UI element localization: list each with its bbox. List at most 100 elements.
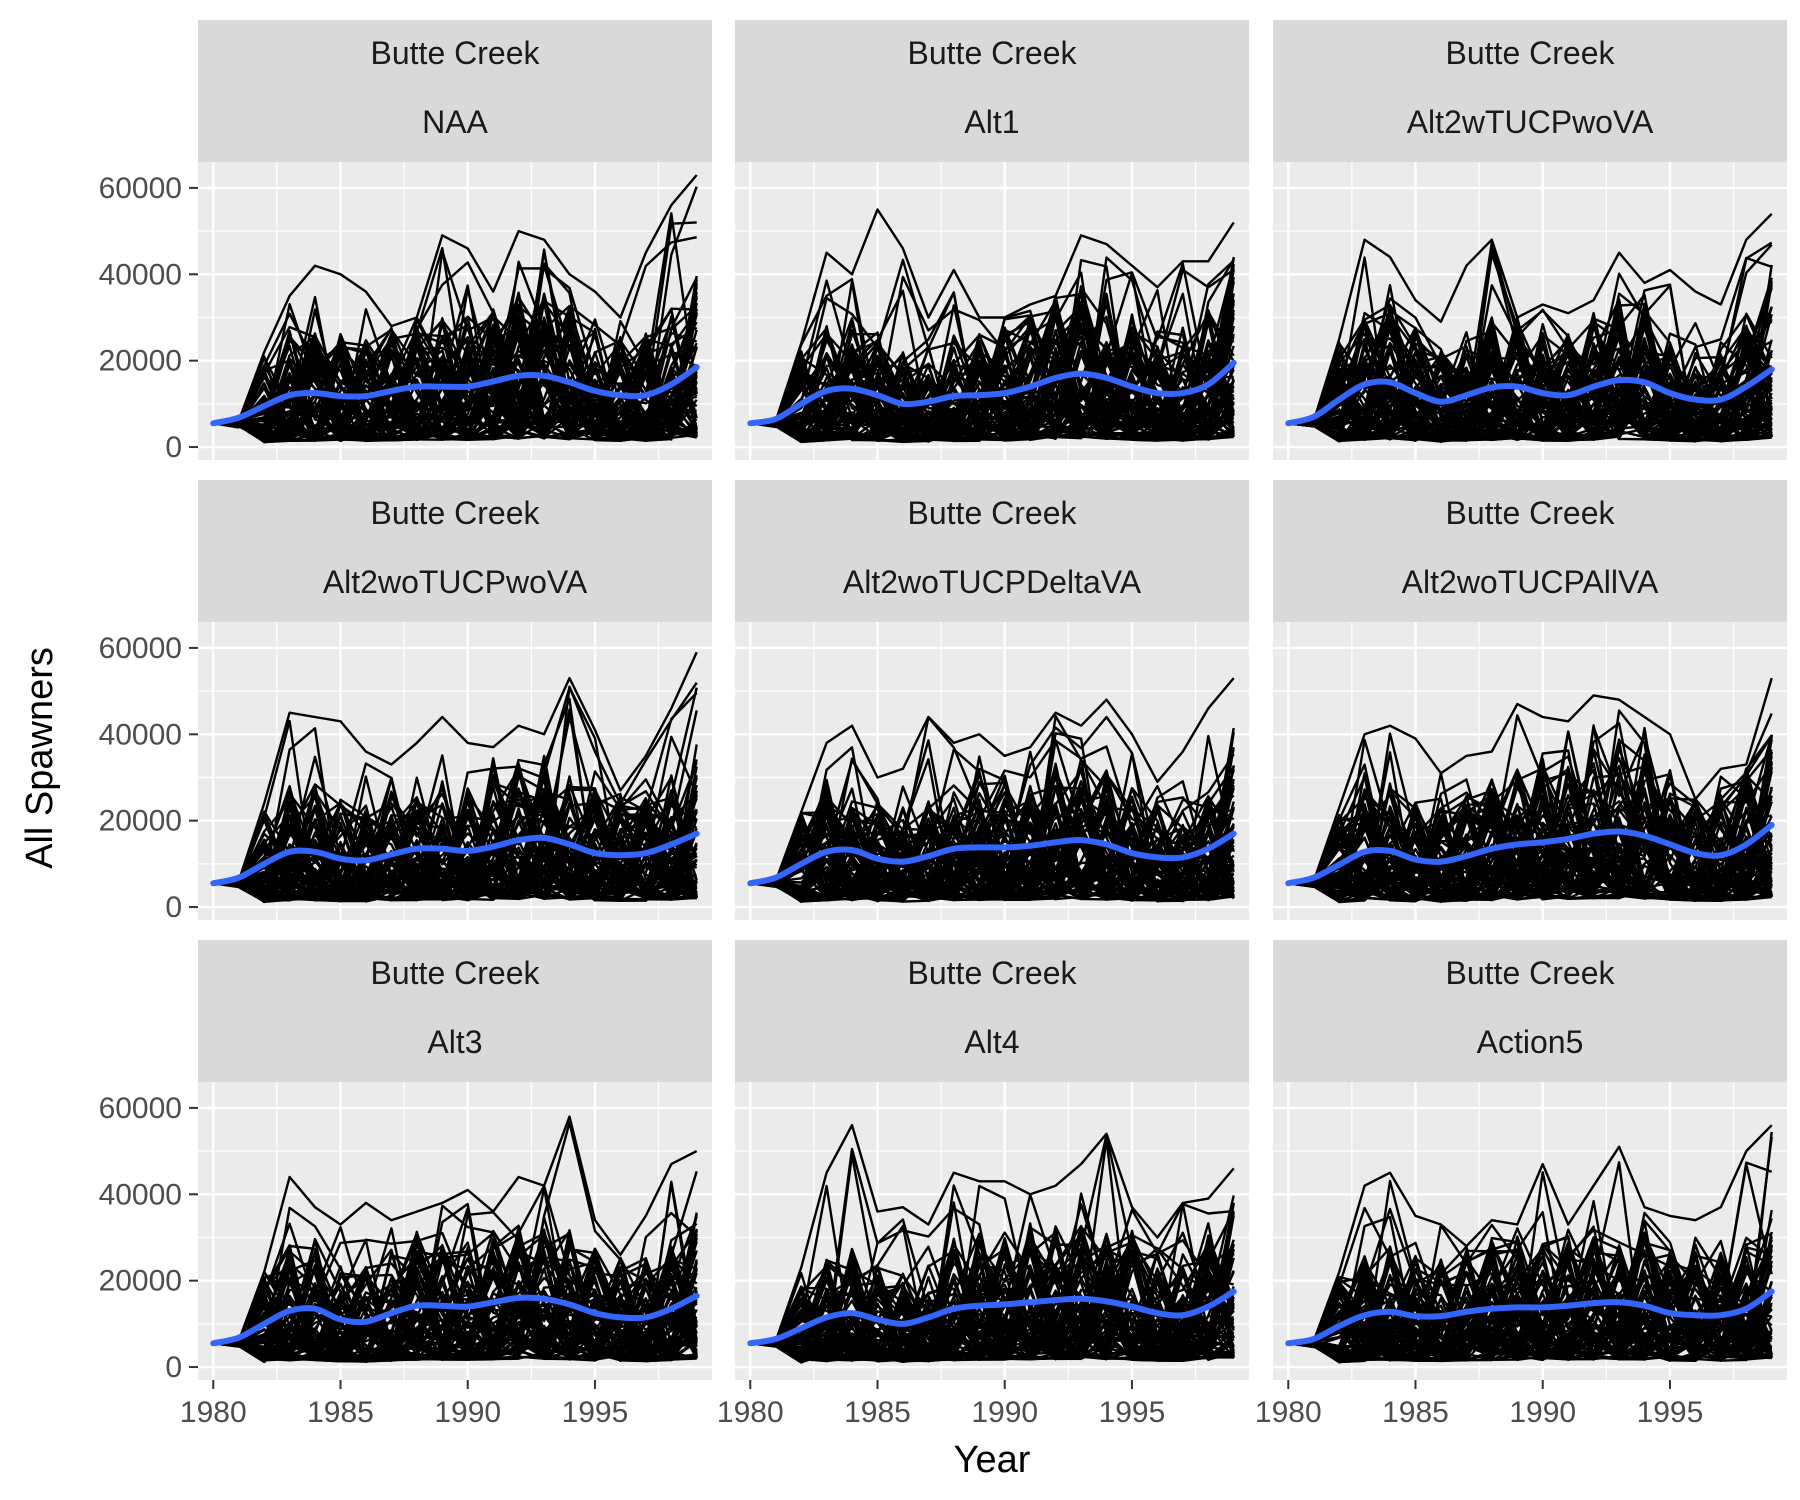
smooth-trend-line (210, 830, 700, 887)
simulation-line-peak (213, 1115, 698, 1345)
simulation-line (750, 349, 1235, 442)
simulation-line (213, 279, 698, 441)
simulation-line (1288, 1249, 1773, 1362)
x-tick-label: 1985 (307, 1396, 374, 1429)
facet-strip-label-bottom: Action5 (1477, 1024, 1584, 1060)
x-tick-label: 1995 (1099, 1396, 1166, 1429)
simulation-line (750, 1251, 1235, 1356)
simulation-line (213, 306, 698, 443)
facet-strip (735, 20, 1249, 162)
facet-strip-label-bottom: Alt4 (964, 1024, 1019, 1060)
x-tick-label: 1980 (180, 1396, 247, 1429)
simulation-line-peak (1288, 677, 1773, 885)
simulation-line (1288, 326, 1773, 443)
simulation-line (750, 766, 1235, 902)
facet-strip-label-bottom: Alt1 (964, 104, 1019, 140)
x-tick-label: 1985 (1382, 1396, 1449, 1429)
simulation-line (750, 790, 1235, 902)
smooth-trend-line (210, 364, 700, 427)
simulation-line (750, 294, 1235, 442)
facet-strip-label-top: Butte Creek (1446, 955, 1616, 991)
x-axis-title: Year (954, 1439, 1031, 1481)
x-tick-label: 1995 (562, 1396, 629, 1429)
simulation-lines (750, 208, 1235, 444)
facet-panel: Butte Creek Action5 1980 1985 1990 1995 (1255, 940, 1787, 1429)
facet-strip-label-bottom: Alt3 (427, 1024, 482, 1060)
facet-strip (1273, 20, 1787, 162)
y-tick-label: 0 (165, 891, 182, 924)
simulation-lines (1288, 677, 1773, 904)
simulation-line (750, 1280, 1235, 1361)
simulation-line (750, 770, 1235, 902)
simulation-line (213, 1121, 698, 1362)
facet-strip (198, 480, 712, 622)
simulation-lines (750, 1123, 1235, 1364)
x-tick-label: 1980 (1255, 1396, 1322, 1429)
simulation-line (213, 1241, 698, 1362)
simulation-line (213, 1238, 698, 1362)
simulation-line-peak (213, 651, 698, 885)
smooth-trend-line (747, 1288, 1237, 1347)
simulation-line (213, 332, 698, 442)
simulation-line (750, 1256, 1234, 1363)
simulation-line (1288, 763, 1773, 902)
simulation-line (1288, 1236, 1772, 1362)
simulation-line (750, 330, 1234, 443)
simulation-line-peak (1288, 212, 1773, 425)
simulation-line (750, 343, 1234, 443)
simulation-line (750, 1246, 1235, 1364)
facet-panel: Butte Creek Alt2woTUCPwoVA 0 20000 40000 6000… (99, 480, 712, 924)
smooth-trend-line (747, 830, 1237, 887)
x-tick-label: 1995 (1637, 1396, 1704, 1429)
facet-strip (1273, 940, 1787, 1082)
facet-strip-label-top: Butte Creek (908, 955, 1078, 991)
smooth-trend-line (1285, 822, 1775, 887)
simulation-line (213, 1252, 698, 1363)
facet-strip-label-bottom: Alt2wTUCPwoVA (1407, 104, 1654, 140)
facet-strip-label-top: Butte Creek (371, 35, 541, 71)
facet-strip-label-top: Butte Creek (908, 35, 1078, 71)
y-tick-label: 60000 (99, 1092, 182, 1125)
x-tick-label: 1980 (717, 1396, 784, 1429)
simulation-line (750, 791, 1235, 901)
simulation-line (750, 325, 1235, 442)
facet-strip (1273, 480, 1787, 622)
facet-strip (198, 20, 712, 162)
simulation-line-peak (213, 174, 698, 425)
simulation-line (750, 1234, 1235, 1362)
y-tick-label: 40000 (99, 1178, 182, 1211)
facet-panel: Butte Creek Alt3 0 20000 40000 60000 1980 1985 1… (99, 940, 712, 1429)
facet-panel: Butte Creek Alt1 (735, 20, 1249, 460)
simulation-line (1288, 305, 1773, 443)
simulation-line (1288, 734, 1773, 903)
simulation-line (750, 1246, 1235, 1362)
facet-panel: Butte Creek Alt4 1980 1985 1990 1995 (717, 940, 1249, 1429)
x-tick-label: 1990 (1509, 1396, 1576, 1429)
simulation-line (750, 311, 1234, 443)
facet-panel: Butte Creek Alt2wTUCPwoVA (1273, 20, 1787, 460)
facet-strip (198, 940, 712, 1082)
simulation-line (1288, 310, 1773, 442)
facet-strip-label-top: Butte Creek (371, 495, 541, 531)
simulation-line-peak (1288, 1124, 1773, 1345)
y-tick-label: 60000 (99, 632, 182, 665)
facet-strip-label-bottom: Alt2woTUCPAllVA (1402, 564, 1659, 600)
simulation-line (213, 291, 698, 444)
simulation-line (1288, 1245, 1773, 1361)
simulation-line (213, 326, 698, 435)
simulation-line (1288, 1249, 1773, 1362)
simulation-line (1288, 1232, 1773, 1364)
simulation-line (213, 1250, 697, 1363)
y-tick-label: 20000 (99, 1265, 182, 1298)
simulation-line (213, 822, 698, 902)
simulation-line (213, 792, 698, 901)
smooth-trend-line (210, 1292, 700, 1347)
simulation-line (213, 335, 698, 438)
facet-strip-label-bottom: Alt2woTUCPDeltaVA (843, 564, 1142, 600)
facet-strip-label-bottom: Alt2woTUCPwoVA (323, 564, 588, 600)
simulation-line (750, 1222, 1235, 1361)
simulation-line-peak (750, 1123, 1235, 1345)
facet-strip (735, 940, 1249, 1082)
y-tick-label: 40000 (99, 258, 182, 291)
